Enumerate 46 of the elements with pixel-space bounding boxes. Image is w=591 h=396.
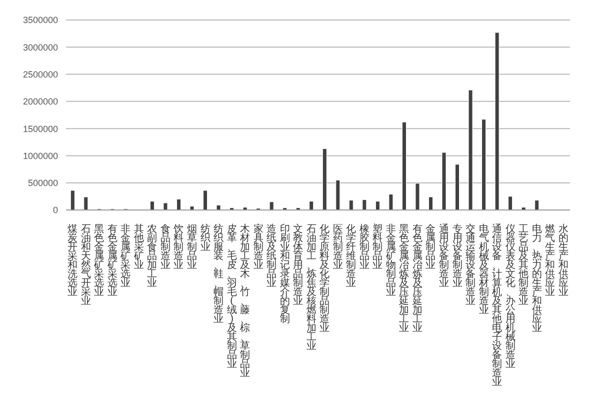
x-tick-label: 金属制品业 <box>426 223 436 271</box>
x-tick-label: 医药制造业 <box>332 224 343 271</box>
y-tick-label: 0 <box>52 205 58 216</box>
x-tick-label: 农副食品加工业 <box>147 224 158 289</box>
category-label: 皮革、毛皮、羽毛(绒)及其制品业 <box>226 224 237 370</box>
x-tick-label: 专用设备制造业 <box>452 223 462 289</box>
y-tick-label: 2500000 <box>22 69 58 80</box>
category-label: 石油和天然气开采业 <box>80 224 91 307</box>
x-tick-label: 塑料制品业 <box>372 223 383 271</box>
y-tick-label: 500000 <box>28 178 58 188</box>
category-label: 通信设备、计算机及其他电子设备制造业 <box>492 224 502 388</box>
x-tick-label: 饮料制造业 <box>172 224 184 271</box>
category-label: 交通运输设备制造业 <box>466 224 476 307</box>
category-label: 木材加工及木、竹、藤、棕、草制品业 <box>240 224 250 379</box>
y-tick-label: 1500000 <box>22 124 58 134</box>
x-tick-label: 通用设备制造业 <box>439 223 449 289</box>
category-label: 石油加工、炼焦及核燃料加工业 <box>306 224 316 352</box>
y-tick-label: 3000000 <box>22 42 58 52</box>
category-label: 黑色金属冶炼及压延加工业 <box>399 224 410 334</box>
y-tick-label: 2000000 <box>22 96 58 107</box>
category-label: 有色金属冶炼及压延加工业 <box>412 224 422 334</box>
x-tick-label: 其他采矿业 <box>132 223 144 271</box>
y-tick-label: 1000000 <box>22 150 58 161</box>
x-tick-label: 橡胶制品业 <box>359 223 370 271</box>
x-tick-label: 食品制造业 <box>160 223 170 271</box>
category-label: 纺织服装、鞋、帽制造业 <box>214 224 224 325</box>
x-tick-label: 水的生产和供应业 <box>558 223 568 298</box>
x-tick-label: 化学纤维制造业 <box>346 223 356 289</box>
category-label: 工艺品及其他制造业 <box>518 224 529 307</box>
category-label: 仪器仪表及文化、办公用机械制造业 <box>505 224 516 370</box>
category-label: 化学原料及化学制品制造业 <box>320 224 330 334</box>
category-label: 文教体育用品制造业 <box>293 224 304 307</box>
category-label: 电气机械及器材制造业 <box>478 224 489 316</box>
x-tick-label: 纺织业 <box>200 223 210 253</box>
category-label: 电力、热力的生产和供应业 <box>532 224 542 334</box>
x-tick-label: 家具制造业 <box>253 223 264 271</box>
x-tick-label: 造纸及纸制品业 <box>266 223 277 289</box>
x-tick-label: 煤炭开采和洗选业 <box>68 223 78 298</box>
category-label: 印刷业和记录媒介的复制 <box>280 224 290 325</box>
x-tick-label: 烟草制品业 <box>187 223 197 271</box>
x-tick-label: 黑色金属矿采选业 <box>93 224 104 298</box>
y-tick-label: 3500000 <box>22 15 58 26</box>
x-tick-label: 燃气生产和供应业 <box>545 223 556 298</box>
x-tick-label: 非金属矿采选业 <box>120 223 131 289</box>
x-tick-label: 有色金属矿采选业 <box>106 223 118 298</box>
x-tick-label: 非金属矿物制品业 <box>384 223 396 298</box>
